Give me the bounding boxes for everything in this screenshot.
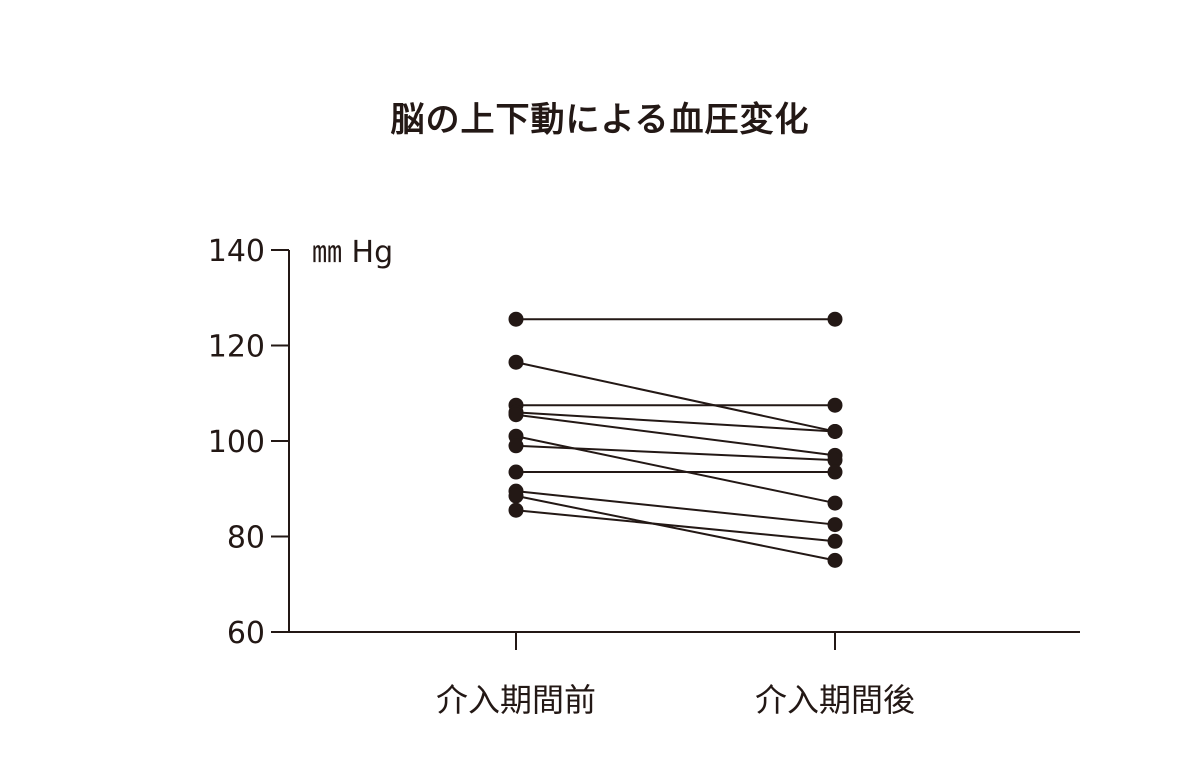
series-2: [508, 354, 843, 439]
y-tick-label: 60: [227, 616, 265, 651]
data-point: [827, 423, 843, 439]
series-line: [515, 413, 836, 457]
axes: [288, 250, 1080, 633]
data-point: [508, 407, 524, 423]
series-line: [515, 494, 836, 562]
series-line: [515, 361, 836, 433]
chart-title: 脳の上下動による血圧変化: [390, 100, 810, 140]
series-10: [508, 488, 843, 568]
series-8: [508, 464, 843, 480]
series-line: [515, 411, 836, 433]
series-7: [508, 438, 843, 468]
data-point: [827, 495, 843, 511]
series-3: [508, 397, 843, 413]
y-ticks: 60 80 100 120 140: [208, 234, 289, 651]
data-point: [827, 397, 843, 413]
x-tick-label: 介入期間後: [755, 681, 915, 719]
y-tick-label: 80: [227, 521, 265, 556]
y-tick-label: 140: [208, 234, 265, 269]
data-point: [827, 311, 843, 327]
data-point: [508, 488, 524, 504]
x-ticks: 介入期間前 介入期間後: [436, 632, 915, 719]
data-point: [508, 438, 524, 454]
y-tick-label: 100: [208, 425, 265, 460]
data-point: [827, 552, 843, 568]
data-point: [827, 517, 843, 533]
data-point: [827, 452, 843, 468]
x-tick-label: 介入期間前: [436, 681, 596, 719]
series-line: [515, 509, 836, 543]
series-6: [508, 428, 843, 511]
data-point: [827, 464, 843, 480]
series-line: [515, 444, 836, 462]
series-11: [508, 502, 843, 549]
series-line: [515, 435, 836, 505]
y-axis-unit: ㎜ Hg: [312, 235, 393, 270]
data-point: [508, 502, 524, 518]
data-point: [508, 354, 524, 370]
data-point: [508, 311, 524, 327]
series-group: [508, 311, 843, 568]
data-point: [827, 533, 843, 549]
series-1: [508, 311, 843, 327]
y-tick-label: 120: [208, 330, 265, 365]
series-line: [515, 490, 836, 526]
data-point: [508, 464, 524, 480]
